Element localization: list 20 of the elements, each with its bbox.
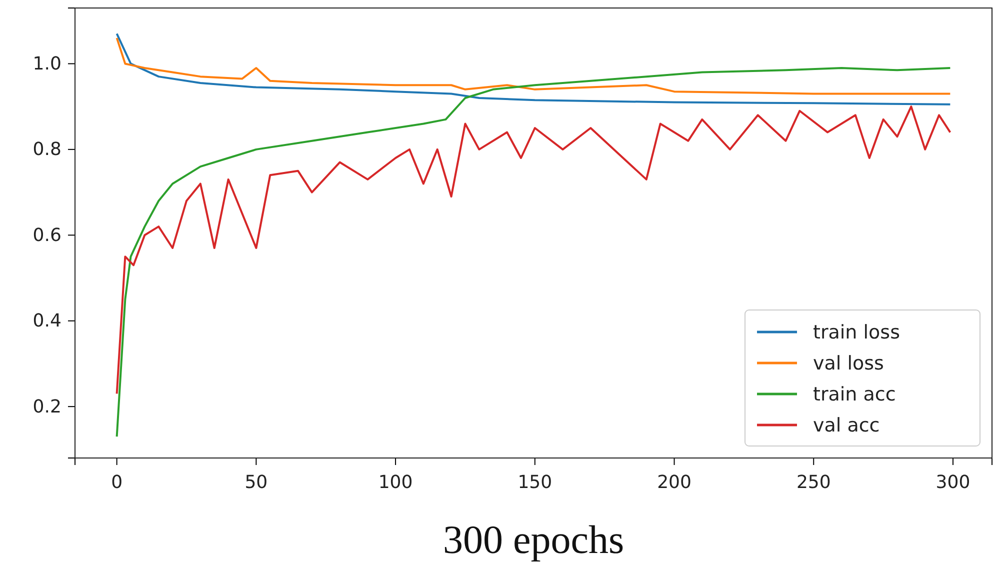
- x-tick-label: 150: [518, 472, 552, 493]
- line-series: [116, 32, 952, 106]
- line-series: [116, 67, 952, 438]
- y-tick-label: 0.6: [32, 224, 62, 246]
- x-tick-label: 0: [111, 472, 123, 493]
- x-tick-label: 100: [378, 472, 413, 493]
- legend-label: val loss: [813, 352, 884, 375]
- x-tick-label: 200: [657, 472, 692, 493]
- y-tick-label: 0.2: [32, 396, 62, 418]
- legend-label: val acc: [813, 414, 880, 437]
- x-tick-label: 300: [936, 472, 970, 493]
- y-tick-label: 0.8: [32, 139, 62, 160]
- legend-label: train loss: [813, 322, 900, 344]
- y-tick-label: 0.4: [32, 310, 62, 332]
- x-axis-title: 300 epochs: [442, 517, 624, 562]
- legend-label: train acc: [813, 384, 896, 406]
- y-tick-label: 1.0: [32, 53, 62, 74]
- line-series: [116, 37, 952, 95]
- x-tick-label: 250: [796, 472, 831, 493]
- x-tick-label: 50: [244, 472, 268, 493]
